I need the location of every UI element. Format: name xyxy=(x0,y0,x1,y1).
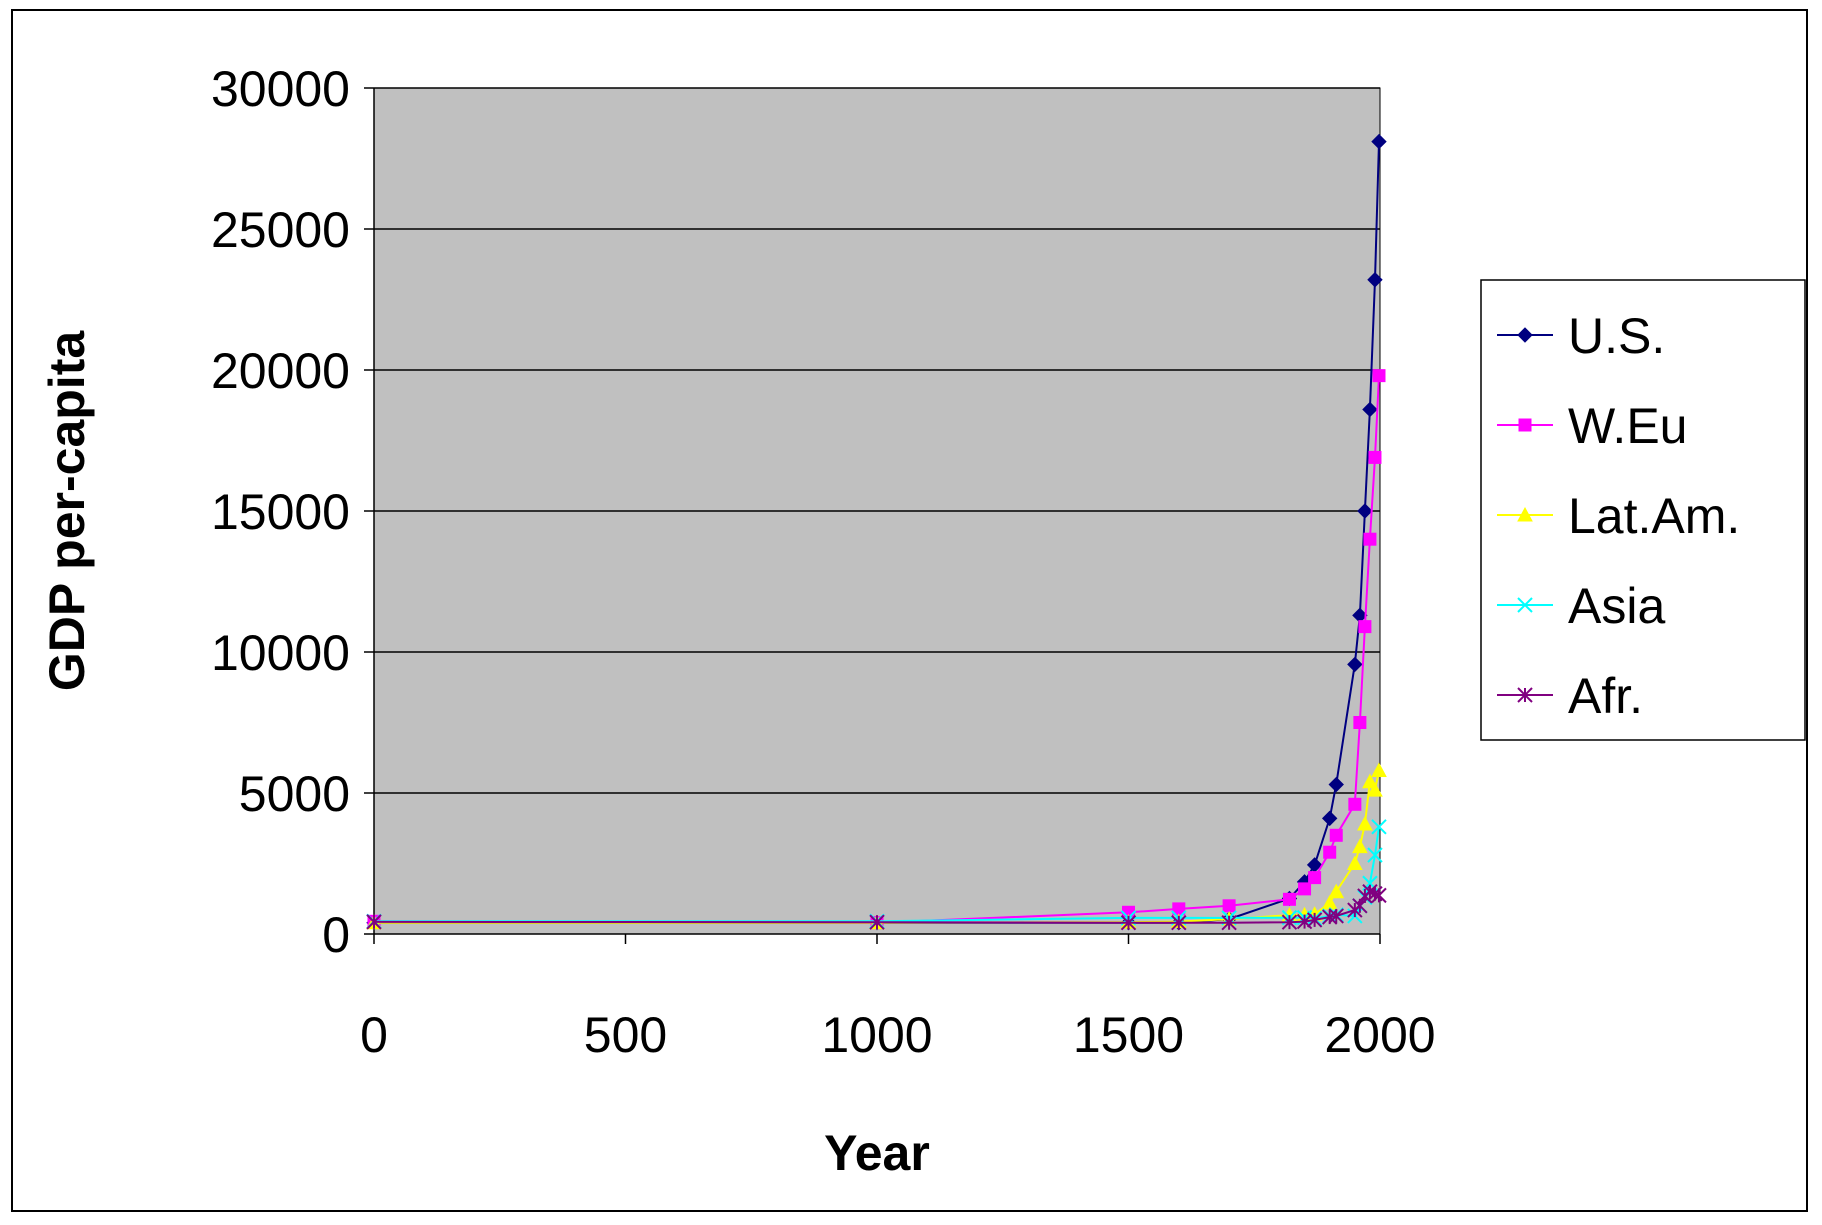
legend-item-asia: Asia xyxy=(1497,578,1665,634)
y-tick-label: 30000 xyxy=(211,61,350,117)
data-point-w-eu xyxy=(1372,369,1386,383)
data-point-lat-am xyxy=(1367,782,1383,797)
y-tick-label: 20000 xyxy=(211,343,350,399)
x-tick-label: 500 xyxy=(584,1007,667,1063)
data-point-w-eu xyxy=(1363,532,1377,546)
legend-label-lat-am: Lat.Am. xyxy=(1568,488,1740,544)
data-point-afr xyxy=(1120,915,1137,931)
data-point-u-s xyxy=(1362,401,1378,418)
data-point-u-s xyxy=(1357,503,1373,519)
series-line-w-eu xyxy=(373,375,1380,924)
data-point-afr xyxy=(1328,908,1344,924)
legend-item-u-s: U.S. xyxy=(1497,308,1665,364)
data-point-lat-am xyxy=(1371,762,1387,777)
data-point-lat-am xyxy=(1357,815,1373,831)
x-axis-label: Year xyxy=(824,1125,930,1181)
data-point-w-eu xyxy=(1329,828,1343,842)
data-point-afr xyxy=(869,914,885,930)
y-tick-label: 25000 xyxy=(211,202,350,258)
data-point-w-eu xyxy=(1308,871,1322,885)
y-tick-label: 10000 xyxy=(211,625,350,681)
legend-label-u-s: U.S. xyxy=(1568,308,1665,364)
data-point-w-eu xyxy=(1323,845,1337,859)
data-point-afr xyxy=(1306,912,1323,928)
x-tick-label: 0 xyxy=(360,1007,388,1063)
legend-marker-afr xyxy=(1517,687,1533,703)
data-point-afr xyxy=(1221,915,1237,931)
data-point-w-eu xyxy=(1368,450,1382,464)
x-tick-label: 2000 xyxy=(1324,1007,1435,1063)
legend-marker-w-eu xyxy=(1518,418,1532,432)
legend-label-w-eu: W.Eu xyxy=(1568,398,1687,454)
x-tick-label: 1000 xyxy=(821,1007,932,1063)
data-point-w-eu xyxy=(1222,899,1236,913)
data-point-u-s xyxy=(1321,810,1338,827)
data-point-w-eu xyxy=(1353,716,1367,729)
legend-marker-asia xyxy=(1517,597,1533,613)
x-tick-label: 1500 xyxy=(1073,1007,1184,1063)
data-point-afr xyxy=(1281,914,1298,930)
data-point-afr xyxy=(1171,915,1187,931)
data-point-afr xyxy=(366,914,382,930)
data-point-w-eu xyxy=(1282,892,1296,906)
data-point-lat-am xyxy=(1347,855,1363,870)
data-point-u-s xyxy=(1367,272,1383,288)
data-point-lat-am xyxy=(1328,883,1345,899)
legend-marker-u-s xyxy=(1517,327,1533,343)
data-point-lat-am xyxy=(1352,838,1368,854)
y-tick-labels: 0 5000 10000 15000 20000 25000 30000 xyxy=(211,61,350,963)
legend-marker-lat-am xyxy=(1517,506,1533,522)
data-point-w-eu xyxy=(1298,882,1312,896)
y-axis-label: GDP per-capita xyxy=(39,330,95,691)
data-point-u-s xyxy=(1371,133,1387,150)
data-point-asia xyxy=(1367,847,1383,863)
legend-item-w-eu: W.Eu xyxy=(1497,398,1687,454)
legend-item-lat-am: Lat.Am. xyxy=(1497,488,1740,544)
data-point-afr xyxy=(1371,887,1387,904)
y-tick-label: 0 xyxy=(322,907,350,963)
axes xyxy=(364,87,1381,944)
y-tick-label: 5000 xyxy=(239,766,350,822)
data-point-w-eu xyxy=(1358,620,1372,634)
legend-item-afr: Afr. xyxy=(1497,668,1643,724)
gridlines xyxy=(374,87,1380,794)
legend-box xyxy=(1480,279,1806,741)
series-group xyxy=(366,133,1387,931)
series-afr xyxy=(366,883,1387,931)
data-point-w-eu xyxy=(1348,797,1362,811)
x-tick-labels: 0 500 1000 1500 2000 xyxy=(360,1007,1436,1063)
data-point-u-s xyxy=(1328,776,1344,793)
legend-label-asia: Asia xyxy=(1568,578,1665,634)
data-point-u-s xyxy=(1347,656,1363,673)
legend: U.S. W.Eu Lat.Am. Asia Afr. xyxy=(1480,279,1806,741)
data-point-lat-am xyxy=(1362,773,1378,789)
legend-label-afr: Afr. xyxy=(1568,668,1643,724)
data-point-asia xyxy=(1371,819,1387,835)
y-tick-label: 15000 xyxy=(211,484,350,540)
